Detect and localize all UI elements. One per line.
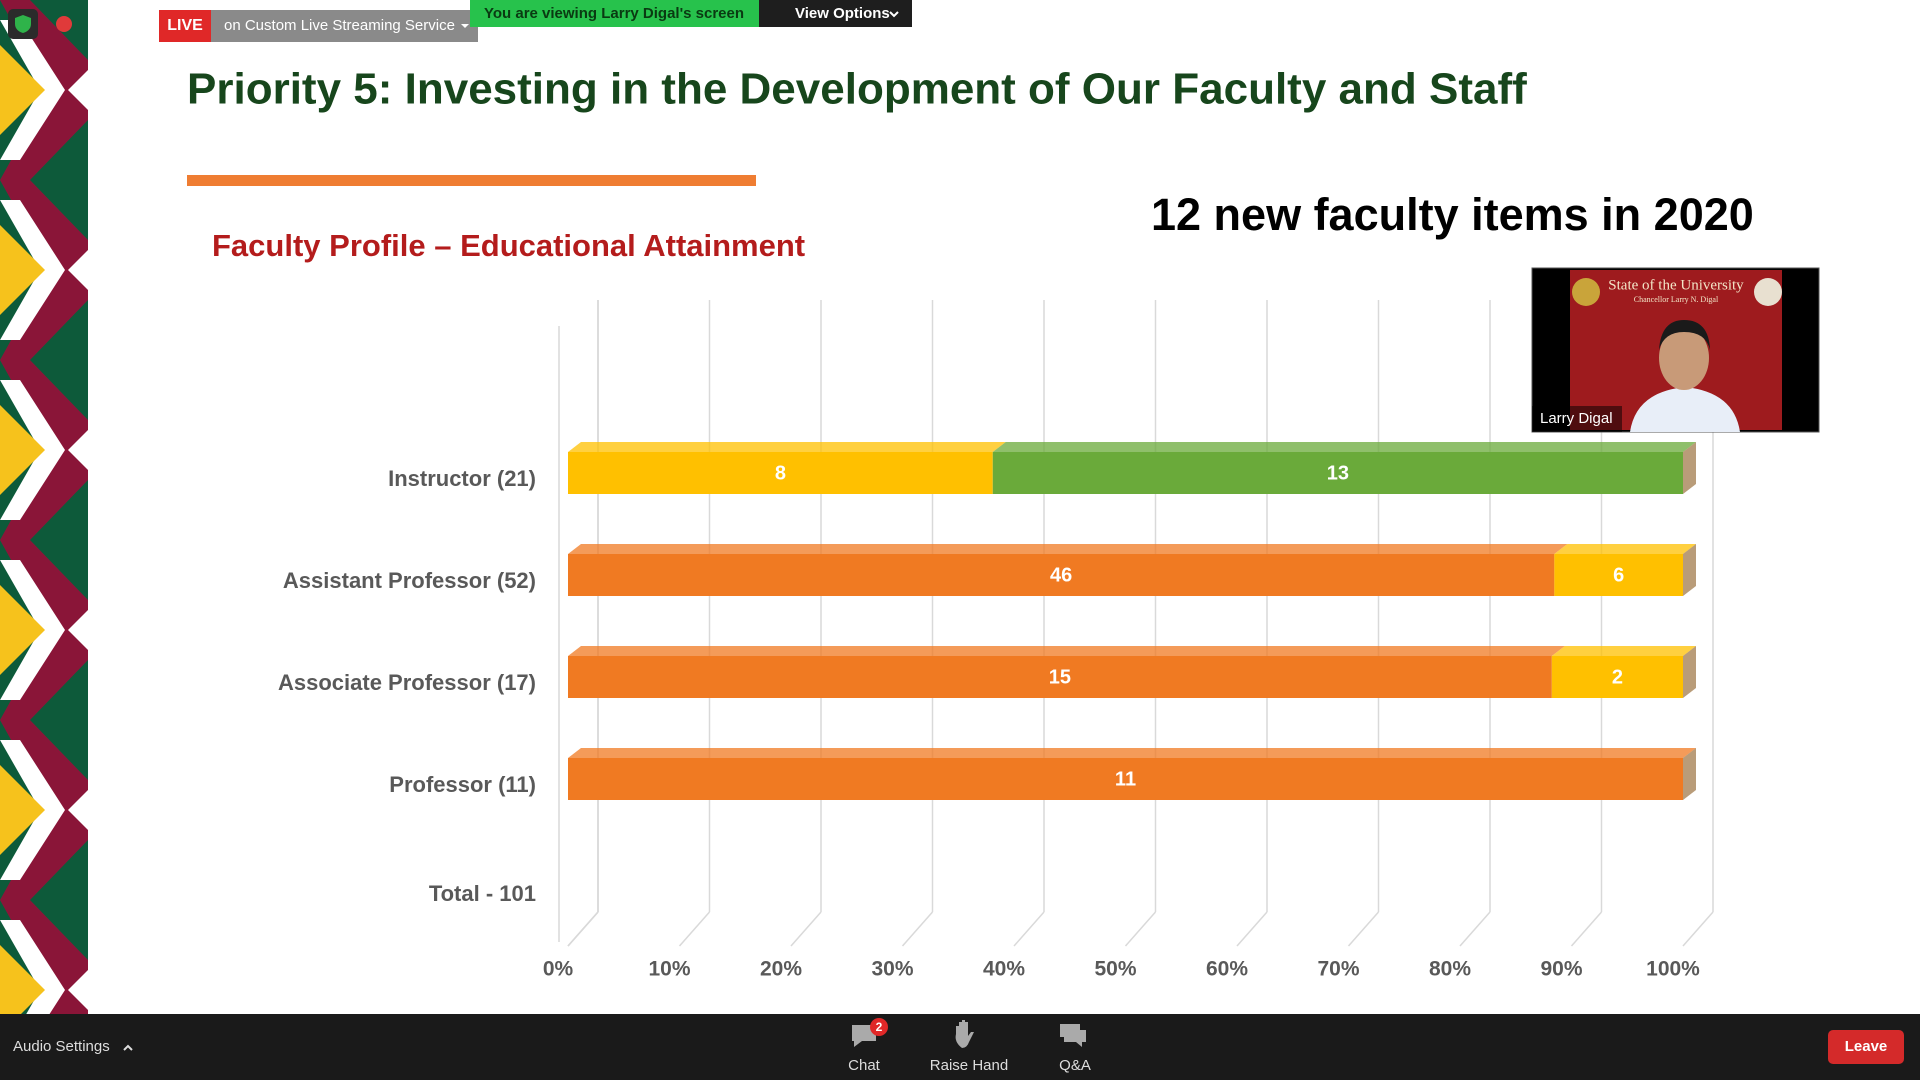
x-tick-label: 20% [760, 958, 802, 981]
bar [992, 452, 1683, 494]
speaker-hair [1659, 320, 1710, 350]
x-tick-label: 50% [1094, 958, 1136, 981]
seal-left [1572, 278, 1600, 306]
y-tick-label: Total - 101 [429, 881, 536, 906]
live-badge[interactable] [159, 10, 211, 42]
slide-title: Priority 5: Investing in the Development… [187, 65, 1527, 114]
grid-floor-line [901, 911, 934, 947]
viewing-banner [470, 0, 759, 27]
bar-value-label: 15 [1049, 666, 1071, 688]
grid-floor-line [1013, 911, 1045, 947]
bar-end [1683, 748, 1696, 800]
qa-icon[interactable] [1060, 1024, 1086, 1047]
grid-floor-line [567, 911, 599, 947]
leave-button[interactable] [1828, 1030, 1904, 1064]
x-tick-label: 100% [1646, 958, 1700, 981]
chart-title: Faculty Profile – Educational Attainment [212, 228, 805, 263]
qa-label[interactable]: Q&A [1059, 1057, 1091, 1074]
bar [1551, 656, 1683, 698]
y-tick-label: Professor (11) [389, 772, 536, 797]
slide-subtitle: 12 new faculty items in 2020 [1151, 189, 1754, 240]
chat-badge-bg [870, 1018, 888, 1036]
raise-hand-icon[interactable] [955, 1020, 974, 1048]
grid-floor-line [1347, 911, 1380, 947]
bar-end [1683, 442, 1696, 494]
x-tick-label: 0% [543, 958, 574, 981]
record-icon [56, 16, 72, 32]
grid-floor-line [1124, 911, 1157, 947]
chat-badge: 2 [876, 1020, 883, 1034]
y-tick-label: Instructor (21) [388, 466, 536, 491]
bar-top [568, 748, 1696, 758]
title-underline [187, 175, 756, 186]
bar [568, 758, 1683, 800]
leave-label: Leave [1845, 1038, 1888, 1055]
audio-arrow[interactable] [123, 1044, 133, 1051]
grid-floor-line [790, 911, 822, 947]
grid-floor-line [1570, 911, 1603, 947]
raise-hand-label[interactable]: Raise Hand [930, 1057, 1008, 1074]
x-tick-label: 70% [1317, 958, 1359, 981]
x-tick-label: 80% [1429, 958, 1471, 981]
chat-icon[interactable] [852, 1025, 876, 1047]
seal-right [1754, 278, 1782, 306]
video-banner: State of the University [1608, 277, 1744, 293]
slide-decoration [0, 0, 88, 1014]
bar [568, 554, 1555, 596]
bar-top [568, 646, 1565, 656]
video-subbanner: Chancellor Larry N. Digal [1634, 295, 1719, 304]
bar [1554, 554, 1683, 596]
x-tick-label: 30% [871, 958, 913, 981]
speaker-body [1630, 387, 1740, 432]
grid-floor-line [1236, 911, 1268, 947]
x-tick-label: 90% [1540, 958, 1582, 981]
bar-value-label: 2 [1612, 666, 1623, 688]
y-tick-label: Assistant Professor (52) [283, 568, 536, 593]
grid-floor-line [1682, 911, 1714, 947]
bar-top [1551, 646, 1696, 656]
x-tick-label: 60% [1206, 958, 1248, 981]
bar-top [992, 442, 1696, 452]
bar [568, 452, 993, 494]
grid-floor-line [678, 911, 711, 947]
y-tick-label: Associate Professor (17) [278, 670, 536, 695]
dropdown-arrow [461, 24, 469, 28]
video-name-bg [1532, 406, 1622, 432]
chat-label[interactable]: Chat [848, 1057, 881, 1074]
bar-top [568, 544, 1568, 554]
live-label: LIVE [167, 17, 203, 34]
speaker-head [1659, 326, 1709, 390]
slide-bg [0, 0, 1920, 1014]
bar-value-label: 8 [775, 462, 786, 484]
bar-top [568, 442, 1006, 452]
bar-end [1683, 646, 1696, 698]
view-options-label: View Options [795, 5, 890, 22]
stream-dropdown[interactable] [211, 10, 478, 42]
shield [15, 15, 31, 33]
bar-value-label: 11 [1115, 768, 1136, 790]
bar-value-label: 6 [1613, 564, 1624, 586]
audio-settings[interactable]: Audio Settings [13, 1038, 110, 1055]
stream-label: on Custom Live Streaming Service [224, 17, 455, 34]
viewing-label: You are viewing Larry Digal's screen [484, 5, 744, 22]
view-options-button[interactable] [759, 0, 912, 27]
view-options-arrow [889, 11, 899, 18]
chart: 0% 10% 20% 30% 40% 50% 60% 70% 80% 90% 100% Instruc… [278, 300, 1714, 981]
bar-top [1554, 544, 1696, 554]
bar [568, 656, 1552, 698]
bar-end [1683, 544, 1696, 596]
video-name: Larry Digal [1540, 410, 1613, 427]
bar-value-label: 46 [1050, 564, 1072, 586]
x-tick-label: 40% [983, 958, 1025, 981]
x-tick-label: 10% [648, 958, 690, 981]
bar-value-label: 13 [1327, 462, 1349, 484]
grid-floor-line [1459, 911, 1491, 947]
